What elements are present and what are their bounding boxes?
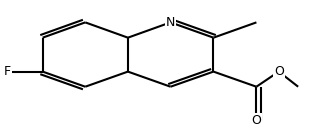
Text: N: N <box>166 16 175 29</box>
Text: O: O <box>274 65 284 78</box>
Text: O: O <box>251 114 261 127</box>
Text: F: F <box>4 65 11 78</box>
